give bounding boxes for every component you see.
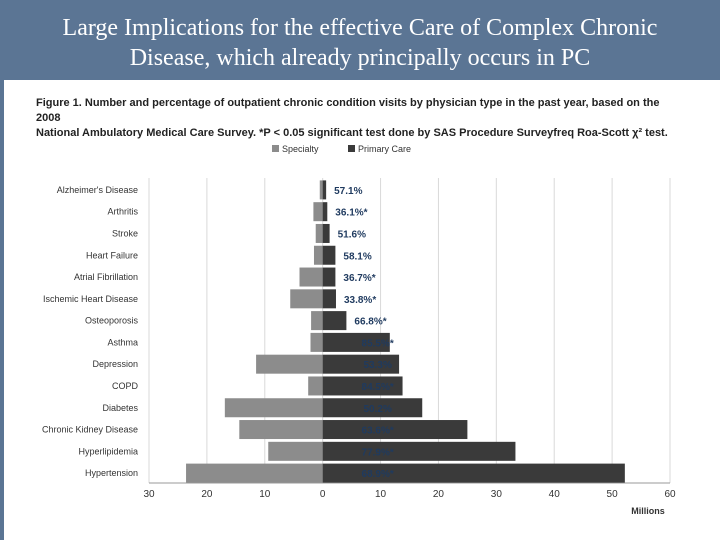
left-accent-strip bbox=[0, 80, 4, 540]
legend-label-primary-care: Primary Care bbox=[358, 144, 411, 154]
category-label: Depression bbox=[92, 359, 138, 369]
bar-primary-care bbox=[322, 223, 330, 243]
x-tick-label: 50 bbox=[607, 489, 619, 500]
x-axis-title: Millions bbox=[631, 506, 665, 516]
x-tick-label: 30 bbox=[143, 489, 155, 500]
data-label: 50.2% bbox=[363, 404, 391, 415]
x-tick-label: 30 bbox=[491, 489, 503, 500]
bar-primary-care bbox=[322, 376, 403, 396]
bar-specialty bbox=[310, 332, 323, 352]
bar-specialty bbox=[315, 223, 323, 243]
category-label: Arthritis bbox=[107, 207, 138, 217]
legend-swatch-primary-care bbox=[348, 145, 355, 152]
bar-primary-care bbox=[322, 311, 347, 331]
data-label: 51.6% bbox=[338, 229, 366, 240]
category-label: Chronic Kidney Disease bbox=[42, 425, 138, 435]
bar-primary-care bbox=[322, 441, 516, 461]
x-tick-label: 10 bbox=[259, 489, 271, 500]
bar-specialty bbox=[299, 267, 323, 287]
bar-specialty bbox=[290, 289, 323, 309]
bar-primary-care bbox=[322, 354, 400, 374]
bar-primary-care bbox=[322, 420, 468, 440]
x-tick-label: 20 bbox=[433, 489, 445, 500]
data-label: 84.5%* bbox=[362, 382, 394, 393]
bar-specialty bbox=[308, 376, 323, 396]
category-label: Heart Failure bbox=[86, 250, 138, 260]
bar-primary-care bbox=[322, 398, 423, 418]
data-label: 36.1%* bbox=[335, 208, 367, 219]
bar-primary-care bbox=[322, 180, 327, 200]
category-label: Diabetes bbox=[102, 403, 138, 413]
bar-specialty bbox=[319, 180, 323, 200]
slide-title-line2: Disease, which already principally occur… bbox=[129, 45, 591, 71]
category-label: Osteoporosis bbox=[85, 316, 139, 326]
figure-caption-line1: Figure 1. Number and percentage of outpa… bbox=[36, 97, 660, 124]
data-label: 33.8%* bbox=[344, 295, 376, 306]
x-tick-label: 40 bbox=[549, 489, 561, 500]
bar-specialty bbox=[239, 420, 323, 440]
data-label: 77.9%* bbox=[362, 447, 394, 458]
bar-primary-care bbox=[322, 267, 336, 287]
bar-primary-care bbox=[322, 332, 390, 352]
data-label: 85.5%* bbox=[362, 338, 394, 349]
bar-specialty bbox=[311, 311, 323, 331]
x-tick-label: 60 bbox=[664, 489, 676, 500]
data-label: 68.9%* bbox=[362, 469, 394, 480]
category-label: Ischemic Heart Disease bbox=[43, 294, 138, 304]
data-label: 36.7%* bbox=[343, 273, 375, 284]
category-label: Stroke bbox=[112, 228, 138, 238]
x-tick-label: 20 bbox=[201, 489, 213, 500]
legend-swatch-specialty bbox=[272, 145, 279, 152]
data-label: 66.8%* bbox=[354, 317, 386, 328]
bar-primary-care bbox=[322, 289, 336, 309]
bar-specialty bbox=[313, 202, 323, 222]
category-label: Hypertension bbox=[85, 468, 138, 478]
data-label: 58.1% bbox=[343, 251, 371, 262]
data-label: 53.3% bbox=[363, 360, 391, 371]
data-label: 63.6%* bbox=[362, 426, 394, 437]
category-label: Atrial Fibrillation bbox=[74, 272, 138, 282]
bar-primary-care bbox=[322, 245, 336, 265]
bar-specialty bbox=[186, 463, 323, 483]
x-tick-label: 10 bbox=[375, 489, 387, 500]
figure-caption: Figure 1. Number and percentage of outpa… bbox=[36, 96, 686, 141]
x-tick-label: 0 bbox=[320, 489, 326, 500]
category-label: COPD bbox=[112, 381, 139, 391]
category-label: Hyperlipidemia bbox=[78, 446, 138, 456]
category-label: Asthma bbox=[107, 337, 138, 347]
figure-caption-line2: National Ambulatory Medical Care Survey.… bbox=[36, 127, 668, 139]
slide-title: Large Implications for the effective Car… bbox=[0, 0, 720, 80]
category-label: Alzheimer's Disease bbox=[57, 185, 138, 195]
bar-specialty bbox=[256, 354, 323, 374]
bar-specialty bbox=[268, 441, 323, 461]
bar-specialty bbox=[224, 398, 323, 418]
bar-specialty bbox=[313, 245, 323, 265]
bar-primary-care bbox=[322, 202, 328, 222]
bar-primary-care bbox=[322, 463, 625, 483]
data-label: 57.1% bbox=[334, 186, 362, 197]
slide-title-line1: Large Implications for the effective Car… bbox=[62, 15, 658, 41]
legend-label-specialty: Specialty bbox=[282, 144, 319, 154]
